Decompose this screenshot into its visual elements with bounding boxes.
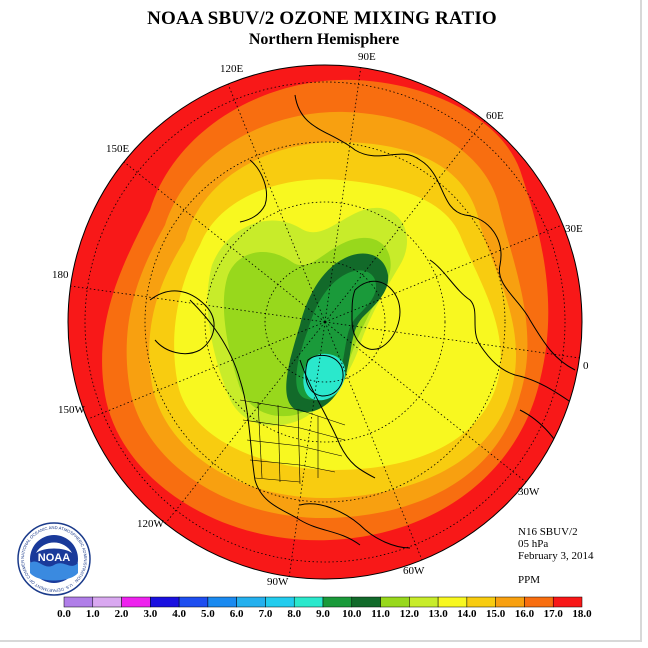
lon-label-0: 0 bbox=[583, 360, 589, 372]
colorbar-tick-label: 12.0 bbox=[399, 608, 419, 620]
colorbar-tick-label: 2.0 bbox=[114, 608, 129, 620]
us-state-grid bbox=[239, 399, 346, 485]
page-title: NOAA SBUV/2 OZONE MIXING RATIO bbox=[147, 8, 497, 29]
colorbar-tick-label: 10.0 bbox=[342, 608, 362, 620]
units-label: PPM bbox=[518, 574, 541, 586]
lon-label-60e: 60E bbox=[486, 110, 504, 122]
lon-label-120w: 120W bbox=[137, 518, 164, 530]
coastline-greenland bbox=[351, 280, 401, 350]
colorbar-tick-label: 9.0 bbox=[316, 608, 330, 620]
globe-outline bbox=[67, 64, 583, 580]
coastline-north-america bbox=[189, 299, 361, 546]
colorbar-tick-label: 1.0 bbox=[85, 608, 100, 620]
date-label: February 3, 2014 bbox=[518, 550, 594, 562]
pressure-level-label: 05 hPa bbox=[518, 538, 549, 550]
colorbar-tick-label: 11.0 bbox=[371, 608, 390, 620]
colorbar-tick-label: 8.0 bbox=[287, 608, 302, 620]
coastline-japan bbox=[239, 159, 267, 223]
coastline-canada-east bbox=[299, 359, 376, 479]
colorbar-tick-label: 6.0 bbox=[229, 608, 244, 620]
lon-label-120e: 120E bbox=[220, 63, 244, 75]
colorbar-tick-label: 17.0 bbox=[543, 608, 563, 620]
colorbar-tick-label: 0.0 bbox=[57, 608, 71, 620]
noaa-logo: NATIONAL OCEANIC AND ATMOSPHERIC ADMINIS… bbox=[16, 521, 91, 596]
lon-label-150e: 150E bbox=[106, 143, 130, 155]
field-zone-vortex-core bbox=[303, 353, 346, 401]
colorbar-tick-label: 18.0 bbox=[572, 608, 592, 620]
colorbar-tick-label: 7.0 bbox=[258, 608, 273, 620]
colorbar-tick-label: 5.0 bbox=[201, 608, 215, 620]
logo-text: NOAA bbox=[38, 552, 70, 564]
colorbar-tick-label: 15.0 bbox=[486, 608, 506, 620]
lon-label-150w: 150W bbox=[58, 404, 85, 416]
coastline-hudson-bay bbox=[305, 354, 344, 397]
colorbar-tick-label: 3.0 bbox=[143, 608, 158, 620]
lon-label-60w: 60W bbox=[403, 565, 425, 577]
lon-label-30w: 30W bbox=[518, 486, 540, 498]
graticule bbox=[69, 65, 581, 579]
coastline-alaska bbox=[149, 290, 215, 355]
lon-label-90e: 90E bbox=[358, 51, 376, 63]
colorbar-tick-label: 4.0 bbox=[172, 608, 186, 620]
satellite-label: N16 SBUV/2 bbox=[518, 526, 578, 538]
page-subtitle: Northern Hemisphere bbox=[248, 31, 400, 48]
ozone-field bbox=[68, 65, 582, 579]
colorbar-tick-label: 16.0 bbox=[514, 608, 535, 620]
lon-label-30e: 30E bbox=[565, 223, 583, 235]
lon-label-90w: 90W bbox=[267, 576, 289, 588]
lon-label-180: 180 bbox=[52, 269, 69, 281]
colorbar-tick-label: 13.0 bbox=[428, 608, 448, 620]
coastline-eurasia bbox=[294, 94, 576, 371]
coastline-caribbean bbox=[299, 503, 411, 549]
colorbar-tick-label: 14.0 bbox=[457, 608, 477, 620]
coastline-europe bbox=[429, 259, 576, 406]
